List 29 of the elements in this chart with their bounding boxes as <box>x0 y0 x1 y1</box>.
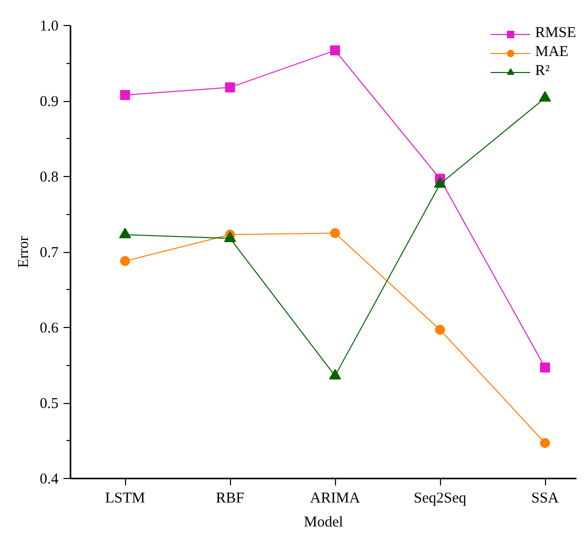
point <box>539 91 552 102</box>
legend-label: R² <box>535 63 551 80</box>
y-tick-label: 0.5 <box>40 396 58 412</box>
y-tick-label: 0.4 <box>40 472 59 488</box>
point <box>540 362 550 373</box>
legend-label: MAE <box>535 44 568 61</box>
y-tick-label: 0.9 <box>40 94 58 110</box>
point <box>119 228 132 238</box>
x-tick-label: RBF <box>216 490 244 506</box>
x-axis-title: Model <box>304 514 344 530</box>
point <box>330 228 340 238</box>
y-tick-label: 1.0 <box>40 18 58 34</box>
x-tick-label: ARIMA <box>310 490 360 506</box>
x-tick-label: Seq2Seq <box>414 490 467 506</box>
x-tick-label: LSTM <box>105 490 146 506</box>
point <box>120 256 130 266</box>
point <box>540 438 550 448</box>
point <box>434 177 446 188</box>
point <box>435 324 446 335</box>
y-tick-label: 0.8 <box>40 170 58 186</box>
point <box>224 232 236 242</box>
point <box>120 90 130 100</box>
point <box>330 45 340 56</box>
legend-label: RMSE <box>535 25 576 42</box>
y-tick-label: 0.6 <box>40 320 59 336</box>
point <box>225 82 236 92</box>
x-tick-label: SSA <box>531 490 559 506</box>
y-tick-label: 0.7 <box>40 245 59 261</box>
y-axis-title: Error <box>16 236 32 268</box>
